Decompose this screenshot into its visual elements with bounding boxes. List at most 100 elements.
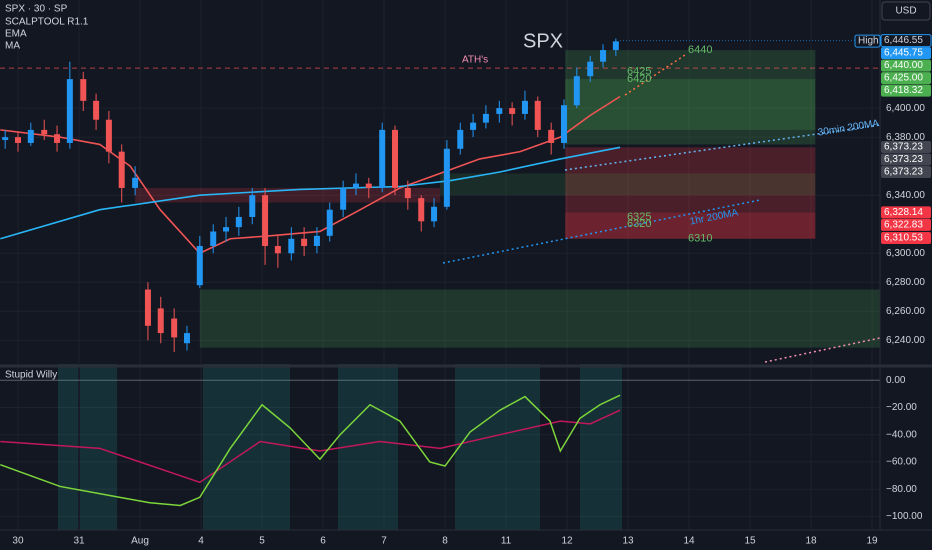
indicator-line — [0, 146, 621, 240]
candle-body — [93, 100, 100, 120]
zones — [135, 50, 881, 348]
price-tag-label: 6,425.00 — [884, 73, 923, 84]
signal-band — [580, 364, 622, 530]
candle-body — [509, 108, 516, 114]
candle-body — [118, 151, 125, 188]
candle-body — [301, 238, 308, 246]
candle-body — [482, 113, 489, 123]
x-tick-label: 14 — [683, 536, 695, 547]
zone — [135, 187, 441, 203]
price-tag-label: 6,445.75 — [884, 48, 923, 59]
zone — [565, 79, 816, 130]
signal-band — [203, 364, 290, 530]
header-symbol: SPX · 30 · SP — [5, 4, 68, 15]
candle-body — [612, 41, 619, 51]
candle-body — [379, 129, 386, 188]
x-tick-label: 12 — [561, 536, 573, 547]
candle-body — [560, 105, 567, 143]
osc-tick-label: 0.00 — [886, 375, 906, 386]
y-tick-label: 6,260.00 — [886, 306, 925, 317]
osc-tick-label: −20.00 — [886, 402, 917, 413]
candle-body — [534, 100, 541, 130]
candle-body — [235, 216, 242, 228]
currency-box[interactable] — [881, 1, 931, 21]
candle-body — [54, 134, 61, 143]
price-tag-label: 6,310.53 — [884, 233, 923, 244]
candle-body — [496, 108, 503, 114]
price-tag — [881, 84, 931, 97]
y-tick-label: 6,380.00 — [886, 132, 925, 143]
oscillator-line — [0, 394, 621, 507]
price-tag — [881, 140, 931, 153]
price-tag-label: 6,440.00 — [884, 60, 923, 71]
x-tick-label: 19 — [867, 536, 879, 547]
candle-body — [443, 148, 450, 207]
candle-body — [2, 137, 9, 141]
candle-body — [210, 231, 217, 246]
candle-body — [418, 198, 425, 222]
x-tick-label: 30 — [12, 536, 24, 547]
price-tag — [881, 231, 931, 244]
x-tick-label: 15 — [744, 536, 756, 547]
currency: USD — [895, 6, 916, 17]
level-label: 6440 — [688, 44, 712, 56]
price-tag-label: 6,373.23 — [884, 167, 923, 178]
signal-bands — [58, 364, 622, 530]
price-tag — [881, 153, 931, 166]
y-tick-label: 6,300.00 — [886, 248, 925, 259]
chart-title: SPX — [523, 30, 563, 52]
zone — [199, 289, 881, 348]
price-tag — [881, 218, 931, 231]
price-tag — [881, 72, 931, 85]
trend-orange — [624, 54, 686, 96]
x-tick-label: 13 — [622, 536, 634, 547]
candle-body — [183, 333, 190, 344]
candle-body — [14, 137, 21, 143]
candle-body — [249, 195, 256, 217]
y-tick-label: 6,400.00 — [886, 103, 925, 114]
osc-tick-label: −100.00 — [886, 511, 923, 522]
osc-tick-label: −60.00 — [886, 457, 917, 468]
candle-body — [223, 227, 230, 232]
header-indicator: SCALPTOOL R1.1 — [5, 17, 89, 28]
level-label: 6420 — [627, 73, 651, 85]
plot — [0, 38, 880, 507]
x-tick-label: 4 — [198, 536, 204, 547]
candle-body — [365, 183, 372, 188]
zone — [565, 147, 816, 239]
candle-body — [457, 129, 464, 149]
candle-body — [41, 129, 48, 135]
candle-body — [548, 129, 555, 143]
x-tick-label: Aug — [131, 536, 149, 547]
price-tag-label: 6,446.55 — [884, 35, 923, 46]
header-indicator: EMA — [5, 29, 27, 40]
price-tag — [881, 206, 931, 219]
candle-body — [470, 122, 477, 130]
price-tag-label: 6,373.23 — [884, 142, 923, 153]
oscillator-name: Stupid Willy — [5, 370, 57, 381]
level-label: 6425 — [627, 66, 651, 78]
candle-body — [521, 100, 528, 114]
trend-30min — [564, 124, 881, 171]
zone — [565, 50, 816, 145]
candle-body — [404, 187, 411, 199]
grid — [0, 0, 880, 530]
trend-1hr — [442, 199, 761, 264]
candle-body — [313, 235, 320, 246]
x-tick-label: 18 — [806, 536, 818, 547]
price-tag-label: 6,322.83 — [884, 220, 923, 231]
zone — [565, 212, 816, 239]
candle-body — [27, 129, 34, 143]
ath-label: ATH's — [462, 55, 488, 66]
osc-tick-label: −40.00 — [886, 429, 917, 440]
candle-body — [196, 245, 203, 286]
candle-body — [80, 79, 87, 101]
candle-body — [288, 238, 295, 254]
level-label: 6320 — [627, 218, 651, 230]
header-indicator: MA — [5, 41, 20, 52]
x-tick-label: 5 — [259, 536, 265, 547]
y-tick-label: 6,280.00 — [886, 277, 925, 288]
high-label: High — [858, 36, 879, 47]
candle-body — [105, 119, 112, 152]
